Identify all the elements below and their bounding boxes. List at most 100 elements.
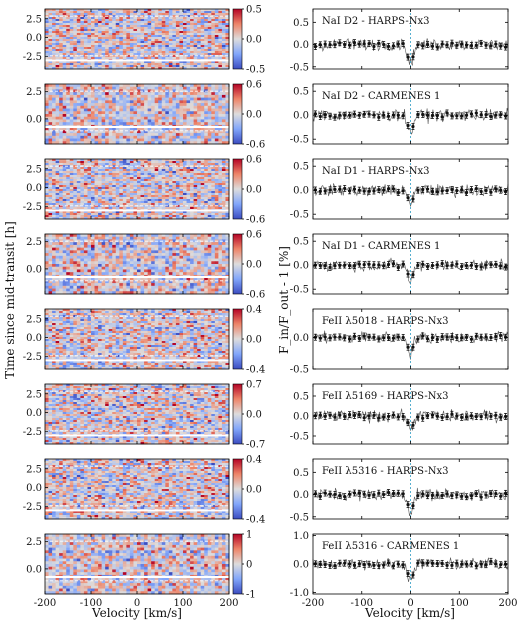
- heatmap-cell: [221, 159, 226, 162]
- heatmap-cell: [126, 23, 131, 26]
- heatmap-cell: [52, 21, 57, 24]
- heatmap-cell: [101, 61, 106, 64]
- heatmap-cell: [87, 108, 92, 112]
- heatmap-cell: [98, 35, 103, 38]
- heatmap-cell: [48, 163, 53, 166]
- heatmap-cell: [83, 236, 88, 240]
- heatmap-cell: [207, 205, 212, 208]
- heatmap-cell: [183, 122, 187, 126]
- heatmap-cell: [87, 116, 92, 120]
- heatmap-cell: [52, 108, 57, 112]
- heatmap-cell: [73, 197, 78, 200]
- heatmap-cell: [115, 57, 120, 60]
- heatmap-cell: [154, 197, 159, 200]
- heatmap-cell: [66, 37, 71, 40]
- heatmap-cell: [161, 47, 166, 50]
- heatmap-cell: [137, 35, 141, 38]
- heatmap-cell: [151, 39, 156, 42]
- heatmap-cell: [221, 27, 226, 30]
- heatmap-cell: [91, 159, 95, 162]
- heatmap-cell: [186, 119, 191, 123]
- heatmap-cell: [126, 105, 131, 109]
- heatmap-cell: [168, 203, 173, 206]
- heatmap-cell: [69, 135, 74, 139]
- heatmap-cell: [158, 161, 163, 164]
- heatmap-cell: [214, 189, 219, 192]
- heatmap-cell: [211, 25, 216, 28]
- heatmap-cell: [55, 167, 60, 170]
- heatmap-cell: [80, 183, 85, 186]
- heatmap-cell: [154, 65, 159, 68]
- heatmap-cell: [105, 92, 110, 96]
- heatmap-cell: [186, 51, 191, 54]
- heatmap-cell: [48, 138, 53, 142]
- heatmap-cell: [133, 108, 138, 112]
- heatmap-cell: [140, 103, 145, 107]
- heatmap-cell: [168, 114, 173, 118]
- heatmap-cell: [45, 49, 49, 52]
- heatmap-cell: [66, 33, 71, 36]
- heatmap-cell: [52, 193, 57, 196]
- heatmap-cell: [52, 141, 57, 145]
- heatmap-cell: [172, 45, 177, 48]
- heatmap-cell: [168, 127, 173, 131]
- heatmap-cell: [94, 135, 99, 139]
- heatmap-cell: [186, 138, 191, 142]
- heatmap-cell: [91, 39, 95, 42]
- heatmap-cell: [168, 199, 173, 202]
- heatmap-cell: [186, 234, 191, 238]
- heatmap-cell: [179, 207, 184, 210]
- heatmap-cell: [175, 114, 180, 118]
- heatmap-cell: [151, 105, 156, 109]
- heatmap-cell: [126, 135, 131, 139]
- heatmap-cell: [126, 65, 131, 68]
- heatmap-cell: [45, 197, 49, 200]
- heatmap-cell: [179, 57, 184, 60]
- heatmap-cell: [55, 133, 60, 137]
- heatmap-cell: [73, 179, 78, 182]
- heatmap-cell: [69, 11, 74, 14]
- heatmap-cell: [175, 215, 180, 218]
- heatmap-cell: [214, 108, 219, 112]
- heatmap-cell: [175, 29, 180, 32]
- heatmap-cell: [197, 215, 202, 218]
- heatmap-cell: [45, 179, 49, 182]
- heatmap-cell: [225, 171, 230, 174]
- heatmap-cell: [147, 119, 152, 123]
- heatmap-ytick-label: 0.0: [26, 114, 42, 125]
- heatmap-cell: [48, 167, 53, 170]
- heatmap-cell: [119, 213, 124, 216]
- heatmap-cell: [221, 167, 226, 170]
- heatmap-cell: [59, 35, 64, 38]
- heatmap-cell: [200, 11, 205, 14]
- heatmap-cell: [147, 55, 152, 58]
- heatmap-cell: [87, 84, 92, 88]
- heatmap-cell: [83, 161, 88, 164]
- heatmap-cell: [225, 53, 230, 56]
- heatmap-cell: [122, 116, 127, 120]
- heatmap-cell: [154, 234, 159, 238]
- heatmap-cell: [108, 189, 113, 192]
- heatmap-cell: [161, 51, 166, 54]
- heatmap-cell: [197, 122, 202, 126]
- heatmap-cell: [204, 193, 209, 196]
- heatmap-cell: [172, 213, 177, 216]
- heatmap-cell: [91, 183, 95, 186]
- binned-point: [479, 41, 483, 45]
- heatmap-cell: [76, 57, 81, 60]
- heatmap-cell: [87, 203, 92, 206]
- heatmap-cell: [45, 187, 49, 190]
- heatmap-cell: [197, 119, 202, 123]
- heatmap-cell: [154, 100, 159, 104]
- heatmap-cell: [91, 187, 95, 190]
- heatmap-cell: [200, 141, 205, 145]
- heatmap-cell: [137, 97, 141, 101]
- heatmap-cell: [52, 171, 57, 174]
- heatmap-cell: [140, 211, 145, 214]
- heatmap-cell: [190, 141, 195, 145]
- heatmap-cell: [45, 213, 49, 216]
- heatmap-cell: [161, 177, 166, 180]
- heatmap-cell: [80, 127, 85, 131]
- heatmap-cell: [129, 55, 134, 58]
- heatmap-cell: [48, 141, 53, 145]
